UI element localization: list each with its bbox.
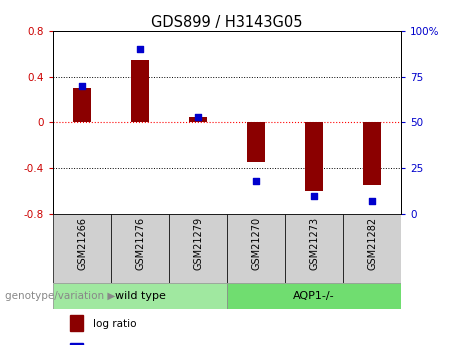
Bar (53, 214, 111, 283)
Bar (227, 214, 285, 283)
Bar (189, 117, 207, 122)
Text: wild type: wild type (115, 291, 165, 301)
Text: GSM21282: GSM21282 (367, 217, 377, 270)
Point (78, 83, 86, 89)
Bar (285, 214, 343, 283)
Bar (111, 214, 169, 283)
Bar (248, 122, 265, 162)
Bar (227, 283, 401, 309)
Title: GDS899 / H3143G05: GDS899 / H3143G05 (151, 15, 303, 30)
Text: AQP1-/-: AQP1-/- (293, 291, 335, 301)
Text: GSM21276: GSM21276 (135, 217, 145, 270)
Text: log ratio: log ratio (93, 319, 136, 329)
Bar (363, 122, 381, 185)
Bar (71, 343, 83, 345)
Point (252, 178, 260, 184)
Bar (343, 214, 401, 283)
Point (136, 47, 144, 52)
Bar (71, 315, 83, 331)
Point (195, 114, 202, 120)
Text: GSM21270: GSM21270 (251, 217, 261, 270)
Bar (53, 283, 227, 309)
Text: GSM21279: GSM21279 (193, 217, 203, 270)
Point (368, 198, 376, 204)
Point (310, 193, 318, 198)
Text: GSM21266: GSM21266 (77, 217, 87, 270)
Bar (305, 122, 323, 191)
Bar (169, 214, 227, 283)
Bar (73, 88, 91, 122)
Bar (131, 60, 149, 122)
Text: genotype/variation ▶: genotype/variation ▶ (5, 291, 115, 301)
Text: GSM21273: GSM21273 (309, 217, 319, 270)
